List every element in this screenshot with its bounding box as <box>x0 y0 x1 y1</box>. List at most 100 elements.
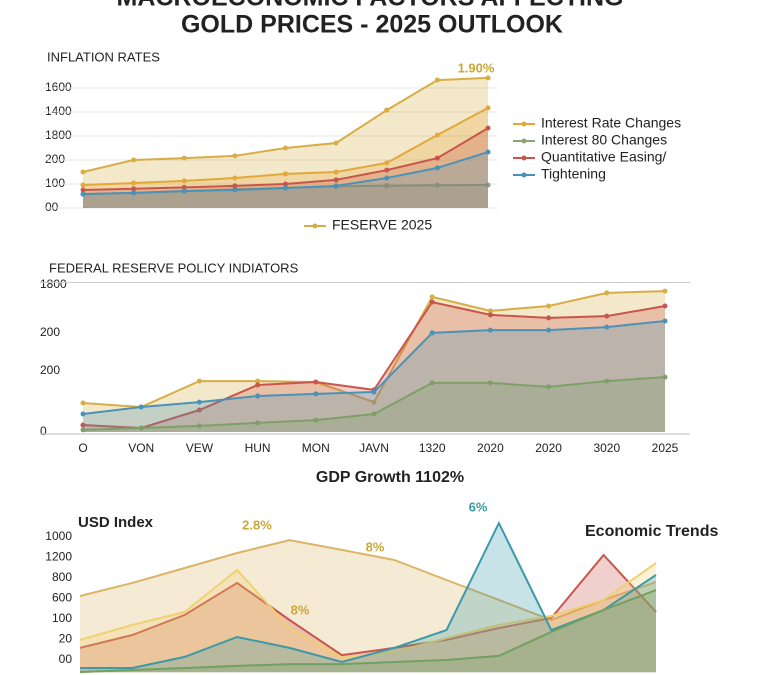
point <box>333 140 339 146</box>
point <box>232 187 238 193</box>
point <box>434 182 440 188</box>
point <box>333 177 339 183</box>
point <box>604 313 610 319</box>
y-tick-label: 200 <box>45 152 65 166</box>
point <box>384 167 390 173</box>
x-tick-label: JAVN <box>359 441 389 455</box>
point <box>255 393 261 399</box>
point <box>138 425 144 431</box>
point <box>255 382 261 388</box>
y-tick-label: 0 <box>40 424 47 438</box>
page-title: MACROECONOMIC FACTORS AFFECTING <box>117 0 624 12</box>
point <box>181 188 187 194</box>
point <box>232 183 238 189</box>
point <box>196 423 202 429</box>
point <box>181 184 187 190</box>
point <box>485 149 491 155</box>
point <box>313 391 319 397</box>
point <box>429 330 435 336</box>
point <box>131 186 137 192</box>
area <box>83 377 665 432</box>
legend-swatch <box>521 172 527 178</box>
y-tick-label: 100 <box>45 176 65 190</box>
point <box>384 175 390 181</box>
annotation: 8% <box>291 602 310 617</box>
y-tick-label: 600 <box>52 591 72 605</box>
page-title: GOLD PRICES - 2025 OUTLOOK <box>181 11 563 39</box>
point <box>232 153 238 159</box>
area <box>80 563 656 673</box>
chart-title: USD Index <box>78 514 154 531</box>
point <box>371 411 377 417</box>
line <box>80 520 657 669</box>
point <box>181 178 187 184</box>
legend-label: Interest Rate Changes <box>541 115 681 131</box>
point <box>487 327 493 333</box>
point <box>333 169 339 175</box>
x-tick-label: HUN <box>245 441 271 455</box>
y-tick-label: 20 <box>59 632 73 646</box>
point <box>384 160 390 166</box>
point <box>434 77 440 83</box>
line <box>79 553 657 657</box>
y-tick-label: 1400 <box>45 104 72 118</box>
y-tick-label: 200 <box>40 363 60 377</box>
annotation: 8% <box>366 539 385 554</box>
point <box>80 169 86 175</box>
point <box>371 389 377 395</box>
x-tick-label: VON <box>128 441 154 455</box>
point <box>313 417 319 423</box>
point <box>80 191 86 197</box>
point <box>546 303 552 309</box>
legend-swatch <box>312 223 318 229</box>
point <box>283 171 288 177</box>
y-tick-label: 1200 <box>45 550 72 564</box>
point <box>604 324 610 330</box>
y-tick-label: 200 <box>40 325 60 339</box>
point <box>283 181 288 187</box>
point <box>181 155 187 161</box>
point <box>80 411 86 417</box>
annotation: 6% <box>469 499 488 514</box>
point <box>80 400 86 406</box>
point <box>371 399 377 405</box>
point <box>487 308 493 314</box>
point <box>485 182 491 188</box>
chart-subtitle: Economic Trends <box>585 523 718 540</box>
point <box>485 105 491 111</box>
point <box>662 318 668 324</box>
point <box>429 380 435 386</box>
x-axis-label: GDP Growth 1102% <box>316 469 464 486</box>
y-tick-label: 1600 <box>45 80 72 94</box>
y-tick-label: 1800 <box>40 277 67 291</box>
x-tick-label: 2020 <box>535 441 562 455</box>
area <box>80 540 656 673</box>
y-tick-label: 800 <box>52 570 72 584</box>
area <box>83 185 488 208</box>
point <box>80 187 86 193</box>
area <box>80 590 656 673</box>
area <box>83 321 665 432</box>
point <box>487 312 493 318</box>
chart-title: INFLATION RATES <box>47 49 160 64</box>
point <box>434 132 440 138</box>
legend-swatch <box>521 121 527 127</box>
point <box>196 378 202 384</box>
point <box>662 288 668 294</box>
point <box>283 145 288 151</box>
point <box>546 327 552 333</box>
legend-label: Quantitative Easing/ <box>541 149 666 165</box>
x-tick-label: 1320 <box>419 441 446 455</box>
point <box>196 407 202 413</box>
point <box>131 157 137 163</box>
point <box>232 175 238 181</box>
x-tick-label: VEW <box>186 441 214 455</box>
point <box>429 294 435 300</box>
legend-swatch <box>521 155 527 161</box>
point <box>485 125 491 131</box>
legend-label: Tightening <box>541 166 606 182</box>
annotation: 1.90% <box>458 60 495 75</box>
point <box>80 422 86 428</box>
x-tick-label: O <box>78 441 87 455</box>
